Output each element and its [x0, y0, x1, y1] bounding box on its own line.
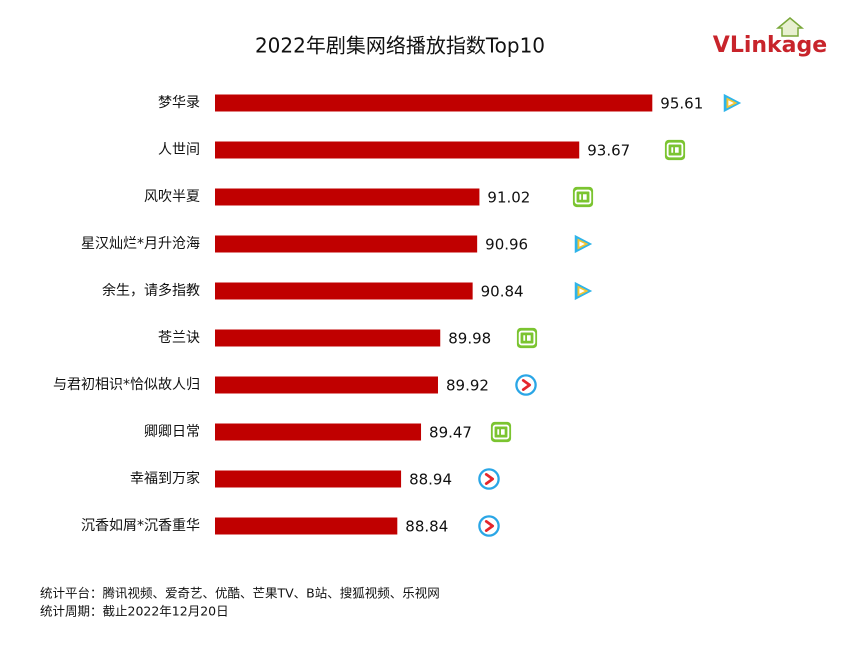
category-label: 苍兰诀	[158, 330, 200, 346]
category-label: 梦华录	[158, 95, 200, 111]
category-label: 沉香如屑*沉香重华	[81, 518, 200, 534]
value-label: 88.84	[405, 518, 448, 536]
value-label: 88.94	[409, 471, 452, 489]
bar	[215, 329, 441, 347]
logo-house	[775, 17, 805, 37]
category-label: 与君初相识*恰似故人归	[53, 376, 200, 393]
bar	[215, 188, 480, 206]
platform-icons	[478, 93, 742, 537]
value-label: 90.84	[481, 283, 524, 301]
value-label: 93.67	[587, 142, 630, 160]
category-label: 幸福到万家	[130, 470, 200, 487]
chart-title: 2022年剧集网络播放指数Top10	[255, 34, 545, 58]
value-label: 95.61	[660, 95, 703, 113]
bar	[215, 282, 473, 300]
category-label: 人世间	[158, 142, 200, 158]
brand-logo: VLinkage	[713, 33, 827, 58]
bar	[215, 235, 478, 253]
bar	[215, 94, 653, 112]
bar	[215, 517, 398, 535]
bar	[215, 376, 438, 394]
value-label: 91.02	[487, 189, 530, 207]
value-label: 89.92	[446, 377, 489, 395]
category-label: 星汉灿烂*月升沧海	[81, 235, 200, 252]
bar	[215, 470, 402, 488]
category-label: 余生，请多指教	[102, 282, 200, 299]
bar	[215, 141, 580, 159]
bar	[215, 423, 422, 441]
value-label: 90.96	[485, 236, 528, 254]
note: 统计平台：腾讯视频、爱奇艺、优酷、芒果TV、B站、搜狐视频、乐视网	[40, 586, 440, 601]
category-label: 风吹半夏	[144, 189, 200, 205]
note: 统计周期：截止2022年12月20日	[40, 604, 229, 619]
value-label: 89.47	[429, 424, 472, 442]
category-label: 卿卿日常	[144, 424, 200, 440]
value-label: 89.98	[448, 330, 491, 348]
